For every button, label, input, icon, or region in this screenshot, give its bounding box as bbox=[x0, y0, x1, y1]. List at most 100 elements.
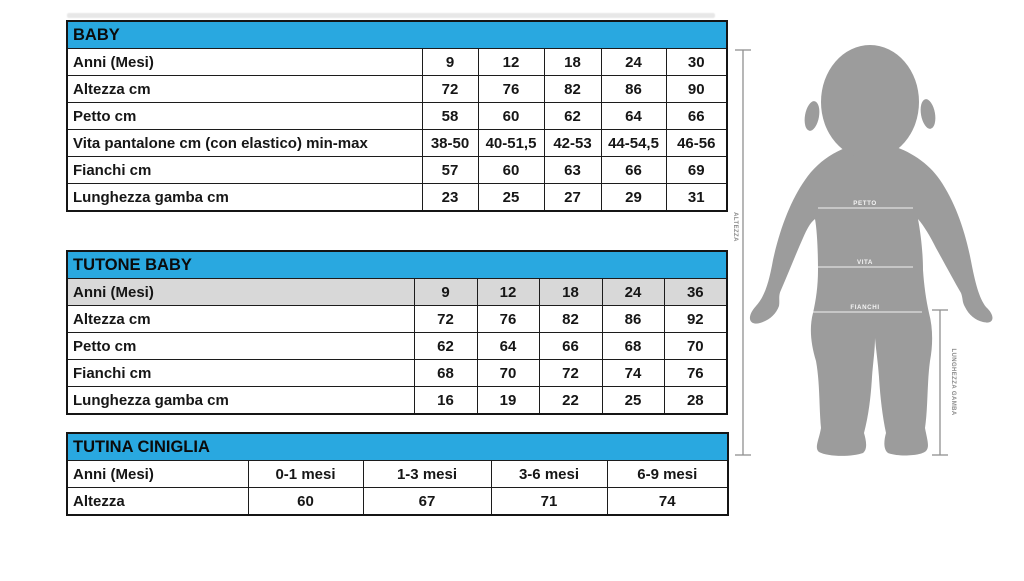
table-row: Altezza cm 72 76 82 86 92 bbox=[66, 305, 728, 333]
size-cell: 71 bbox=[490, 487, 608, 516]
size-cell: 69 bbox=[665, 156, 728, 184]
waist-label: VITA bbox=[857, 259, 873, 266]
size-cell: 12 bbox=[476, 278, 540, 306]
size-cell: 74 bbox=[606, 487, 729, 516]
size-cell: 68 bbox=[601, 332, 665, 360]
size-cell: 86 bbox=[600, 75, 667, 103]
table-row: Fianchi cm 57 60 63 66 69 bbox=[66, 156, 728, 184]
size-cell: 0-1 mesi bbox=[247, 460, 364, 488]
size-cell: 72 bbox=[538, 359, 603, 387]
table-row: Altezza 60 67 71 74 bbox=[66, 487, 729, 516]
size-cell: 12 bbox=[477, 48, 545, 76]
size-cell: 68 bbox=[413, 359, 478, 387]
row-label: Altezza cm bbox=[66, 75, 423, 103]
size-cell: 38-50 bbox=[421, 129, 479, 157]
size-cell: 22 bbox=[538, 386, 603, 415]
size-cell: 46-56 bbox=[665, 129, 728, 157]
row-label: Vita pantalone cm (con elastico) min-max bbox=[66, 129, 423, 157]
baby-left-ear bbox=[804, 101, 820, 131]
size-cell: 64 bbox=[476, 332, 540, 360]
table-row: Anni (Mesi) 9 12 18 24 30 bbox=[66, 48, 728, 76]
leg-length-measure-line bbox=[932, 309, 948, 456]
table-row: Lunghezza gamba cm 16 19 22 25 28 bbox=[66, 386, 728, 415]
table-title: TUTINA CINIGLIA bbox=[66, 432, 729, 461]
size-cell: 66 bbox=[600, 156, 667, 184]
size-cell: 16 bbox=[413, 386, 478, 415]
size-cell: 76 bbox=[663, 359, 728, 387]
row-label: Petto cm bbox=[66, 332, 415, 360]
size-cell: 76 bbox=[477, 75, 545, 103]
size-cell: 90 bbox=[665, 75, 728, 103]
size-cell: 82 bbox=[543, 75, 602, 103]
size-cell: 1-3 mesi bbox=[362, 460, 492, 488]
baby-silhouette bbox=[749, 45, 993, 456]
table-row: Anni (Mesi) 9 12 18 24 36 bbox=[66, 278, 728, 306]
size-cell: 24 bbox=[600, 48, 667, 76]
size-cell: 70 bbox=[663, 332, 728, 360]
size-cell: 63 bbox=[543, 156, 602, 184]
table-row: Anni (Mesi) 0-1 mesi 1-3 mesi 3-6 mesi 6… bbox=[66, 460, 729, 488]
size-cell: 6-9 mesi bbox=[606, 460, 729, 488]
size-cell: 18 bbox=[538, 278, 603, 306]
chest-label: PETTO bbox=[853, 200, 877, 207]
table-title-row: BABY bbox=[66, 20, 728, 49]
artifact-smudge bbox=[67, 13, 715, 18]
size-cell: 28 bbox=[663, 386, 728, 415]
size-cell: 58 bbox=[421, 102, 479, 130]
table-row: Vita pantalone cm (con elastico) min-max… bbox=[66, 129, 728, 157]
size-cell: 57 bbox=[421, 156, 479, 184]
size-table-tutina-ciniglia: TUTINA CINIGLIA Anni (Mesi) 0-1 mesi 1-3… bbox=[66, 432, 730, 516]
table-title-row: TUTONE BABY bbox=[66, 250, 728, 279]
size-cell: 74 bbox=[601, 359, 665, 387]
size-cell: 76 bbox=[476, 305, 540, 333]
row-label: Anni (Mesi) bbox=[66, 48, 423, 76]
baby-head bbox=[821, 45, 919, 159]
row-label: Petto cm bbox=[66, 102, 423, 130]
size-cell: 62 bbox=[543, 102, 602, 130]
size-cell: 27 bbox=[543, 183, 602, 212]
row-label: Lunghezza gamba cm bbox=[66, 183, 423, 212]
height-measure-line bbox=[735, 49, 751, 456]
size-cell: 62 bbox=[413, 332, 478, 360]
size-cell: 40-51,5 bbox=[477, 129, 545, 157]
size-cell: 30 bbox=[665, 48, 728, 76]
row-label: Anni (Mesi) bbox=[66, 278, 415, 306]
size-cell: 60 bbox=[247, 487, 364, 516]
row-label: Altezza bbox=[66, 487, 249, 516]
size-cell: 60 bbox=[477, 102, 545, 130]
table-row: Petto cm 58 60 62 64 66 bbox=[66, 102, 728, 130]
size-cell: 9 bbox=[413, 278, 478, 306]
size-cell: 66 bbox=[665, 102, 728, 130]
size-table-baby: BABY Anni (Mesi) 9 12 18 24 30 Altezza c… bbox=[66, 20, 729, 212]
size-cell: 19 bbox=[476, 386, 540, 415]
table-title-row: TUTINA CINIGLIA bbox=[66, 432, 729, 461]
table-row: Fianchi cm 68 70 72 74 76 bbox=[66, 359, 728, 387]
size-cell: 60 bbox=[477, 156, 545, 184]
size-cell: 70 bbox=[476, 359, 540, 387]
size-cell: 23 bbox=[421, 183, 479, 212]
hips-label: FIANCHI bbox=[850, 304, 879, 311]
size-cell: 25 bbox=[601, 386, 665, 415]
size-cell: 82 bbox=[538, 305, 603, 333]
row-label: Anni (Mesi) bbox=[66, 460, 249, 488]
leg-length-label: LUNGHEZZA GAMBA bbox=[950, 348, 956, 415]
size-cell: 18 bbox=[543, 48, 602, 76]
size-cell: 24 bbox=[601, 278, 665, 306]
size-cell: 66 bbox=[538, 332, 603, 360]
table-row: Petto cm 62 64 66 68 70 bbox=[66, 332, 728, 360]
row-label: Fianchi cm bbox=[66, 156, 423, 184]
size-cell: 42-53 bbox=[543, 129, 602, 157]
height-label: ALTEZZA bbox=[732, 212, 738, 242]
size-cell: 31 bbox=[665, 183, 728, 212]
size-cell: 44-54,5 bbox=[600, 129, 667, 157]
table-title: TUTONE BABY bbox=[66, 250, 728, 279]
size-table-tutone-baby: TUTONE BABY Anni (Mesi) 9 12 18 24 36 Al… bbox=[66, 250, 729, 415]
size-cell: 9 bbox=[421, 48, 479, 76]
baby-measurement-figure: PETTO VITA FIANCHI ALTEZZA LUNGHEZZA GAM… bbox=[725, 30, 1005, 465]
size-cell: 72 bbox=[413, 305, 478, 333]
size-cell: 92 bbox=[663, 305, 728, 333]
table-row: Lunghezza gamba cm 23 25 27 29 31 bbox=[66, 183, 728, 212]
table-row: Altezza cm 72 76 82 86 90 bbox=[66, 75, 728, 103]
row-label: Fianchi cm bbox=[66, 359, 415, 387]
